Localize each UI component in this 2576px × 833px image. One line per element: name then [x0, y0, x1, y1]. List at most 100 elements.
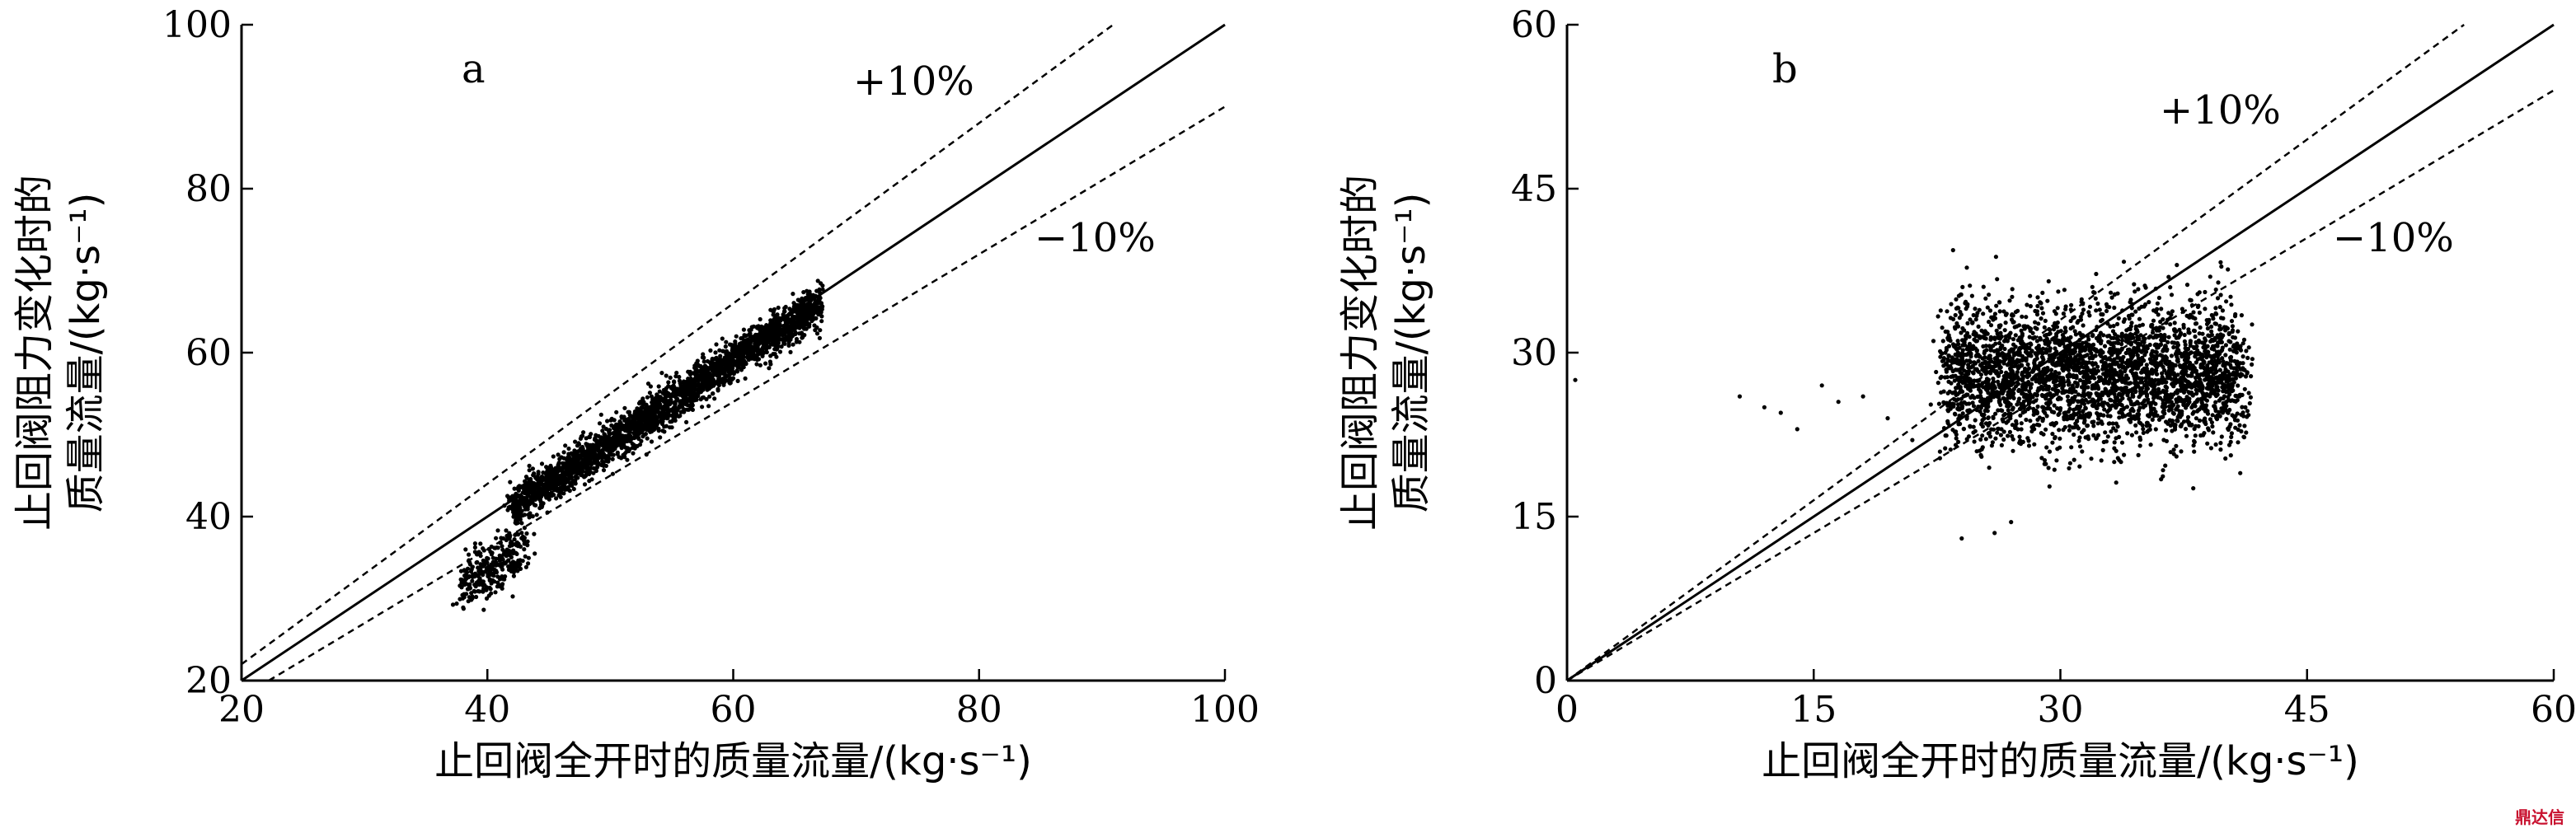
data-point: [673, 395, 678, 400]
data-point: [2250, 357, 2255, 362]
data-point: [478, 541, 483, 546]
data-point: [510, 561, 516, 566]
data-point: [510, 550, 516, 556]
data-point: [2148, 401, 2154, 406]
data-point: [2015, 402, 2020, 407]
data-point: [2164, 321, 2169, 325]
data-point: [2066, 382, 2072, 387]
data-point: [707, 394, 712, 399]
data-point: [604, 447, 609, 452]
data-point: [819, 314, 824, 319]
data-point: [2090, 284, 2095, 289]
data-point: [1989, 315, 1994, 320]
data-point: [2010, 287, 2015, 292]
data-point: [724, 363, 729, 367]
data-point: [688, 377, 693, 381]
data-point: [2171, 344, 2176, 350]
data-point: [2076, 399, 2081, 405]
data-point: [749, 338, 754, 343]
data-point: [617, 419, 622, 424]
data-point: [522, 526, 528, 531]
data-point: [747, 353, 752, 358]
data-point: [501, 561, 507, 566]
data-point: [459, 585, 464, 590]
data-point: [507, 553, 512, 558]
data-point: [2046, 466, 2051, 470]
data-point: [1971, 424, 1976, 429]
data-point: [1910, 438, 1915, 442]
data-point: [2153, 427, 2158, 432]
data-point: [800, 296, 805, 301]
data-point: [1997, 300, 2002, 305]
data-point: [539, 461, 545, 466]
data-point: [782, 341, 787, 346]
data-point: [643, 424, 648, 429]
data-point: [2249, 374, 2254, 379]
data-point: [591, 470, 596, 475]
y-tick-label: 45: [1511, 168, 1557, 210]
data-point: [463, 547, 468, 552]
data-point: [777, 316, 781, 321]
data-point: [2204, 398, 2209, 403]
data-point: [2238, 470, 2243, 475]
data-point: [2010, 294, 2015, 299]
data-point: [2048, 367, 2054, 372]
data-point: [498, 577, 503, 582]
data-point: [791, 301, 796, 306]
data-point: [2025, 362, 2030, 367]
data-point: [517, 502, 523, 507]
data-point: [1991, 415, 1996, 420]
data-point: [2113, 340, 2118, 345]
data-point: [478, 554, 483, 559]
tolerance-line: [241, 23, 1114, 666]
data-point: [562, 478, 567, 484]
data-point: [489, 581, 494, 586]
data-point: [2024, 394, 2029, 399]
data-point: [2148, 334, 2153, 339]
data-point: [529, 487, 534, 492]
data-point: [642, 414, 647, 419]
data-point: [500, 556, 505, 561]
data-point: [541, 492, 546, 497]
data-point: [668, 375, 673, 380]
data-point: [730, 348, 734, 353]
data-point: [754, 354, 759, 359]
data-point: [2129, 306, 2134, 311]
data-point: [2117, 434, 2122, 440]
data-point: [608, 418, 613, 423]
data-point: [2174, 454, 2179, 459]
data-point: [1983, 336, 1988, 341]
data-point: [640, 418, 645, 423]
data-point: [755, 349, 760, 354]
data-point: [2100, 317, 2104, 322]
data-point: [735, 378, 740, 383]
data-point: [482, 583, 487, 587]
data-point: [793, 308, 798, 314]
data-point: [506, 567, 512, 573]
data-point: [801, 309, 806, 314]
data-point: [708, 380, 713, 385]
data-point: [2003, 321, 2008, 325]
data-point: [620, 433, 625, 438]
data-point: [2191, 328, 2197, 333]
data-point: [782, 306, 787, 311]
data-point: [2213, 306, 2218, 311]
data-point: [639, 405, 644, 410]
data-point: [677, 374, 682, 380]
data-point: [508, 480, 513, 484]
data-point: [714, 342, 719, 347]
data-point: [818, 328, 823, 333]
data-point: [472, 541, 478, 546]
data-point: [612, 434, 617, 440]
data-point: [1941, 426, 1947, 431]
data-point: [2203, 289, 2208, 295]
data-point: [795, 321, 801, 326]
data-point: [817, 287, 822, 292]
data-point: [2040, 311, 2046, 316]
data-point: [520, 534, 526, 539]
data-point: [680, 389, 685, 394]
data-point: [720, 359, 725, 364]
data-point: [589, 447, 594, 453]
data-point: [2042, 458, 2048, 463]
data-point: [511, 514, 516, 519]
